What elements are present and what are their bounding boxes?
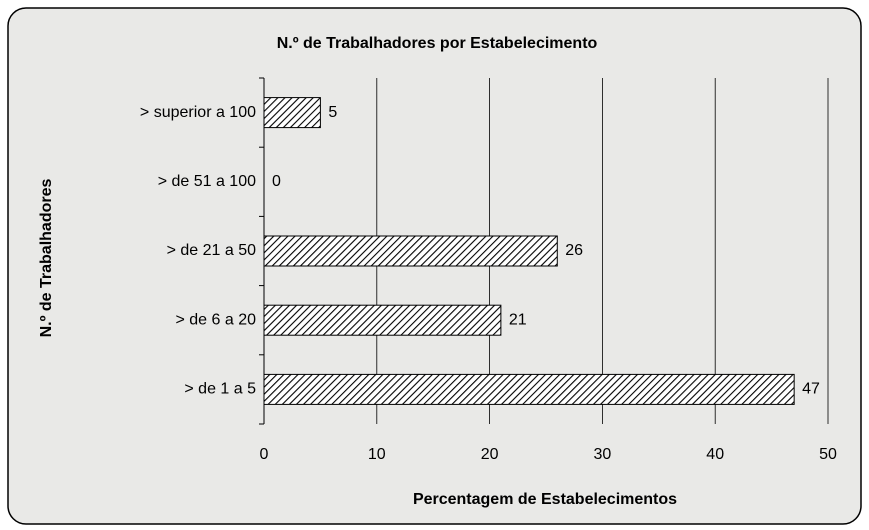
x-tick-label: 30 (594, 446, 612, 463)
y-tick-label: > de 51 a 100 (158, 173, 256, 190)
x-tick-label: 50 (819, 446, 837, 463)
bar (263, 97, 321, 129)
data-label: 47 (802, 381, 820, 398)
x-tick-label: 40 (706, 446, 724, 463)
bar (263, 304, 502, 336)
y-tick-label: > superior a 100 (140, 104, 256, 121)
y-tick-label: > de 6 a 20 (175, 311, 256, 328)
y-tick-label: > de 21 a 50 (167, 242, 257, 259)
data-label: 5 (328, 104, 337, 121)
x-axis-label: Percentagem de Estabelecimentos (413, 491, 677, 508)
x-tick-label: 20 (481, 446, 499, 463)
y-axis-label: N.º de Trabalhadores (38, 179, 55, 338)
data-label: 26 (565, 242, 583, 259)
x-tick-label: 10 (368, 446, 386, 463)
bar (263, 373, 795, 405)
chart-title: N.º de Trabalhadores por Estabelecimento (277, 35, 598, 52)
data-label: 0 (272, 173, 281, 190)
x-tick-label: 0 (260, 446, 269, 463)
bar (263, 235, 558, 267)
y-tick-label: > de 1 a 5 (184, 381, 256, 398)
data-label: 21 (509, 311, 527, 328)
